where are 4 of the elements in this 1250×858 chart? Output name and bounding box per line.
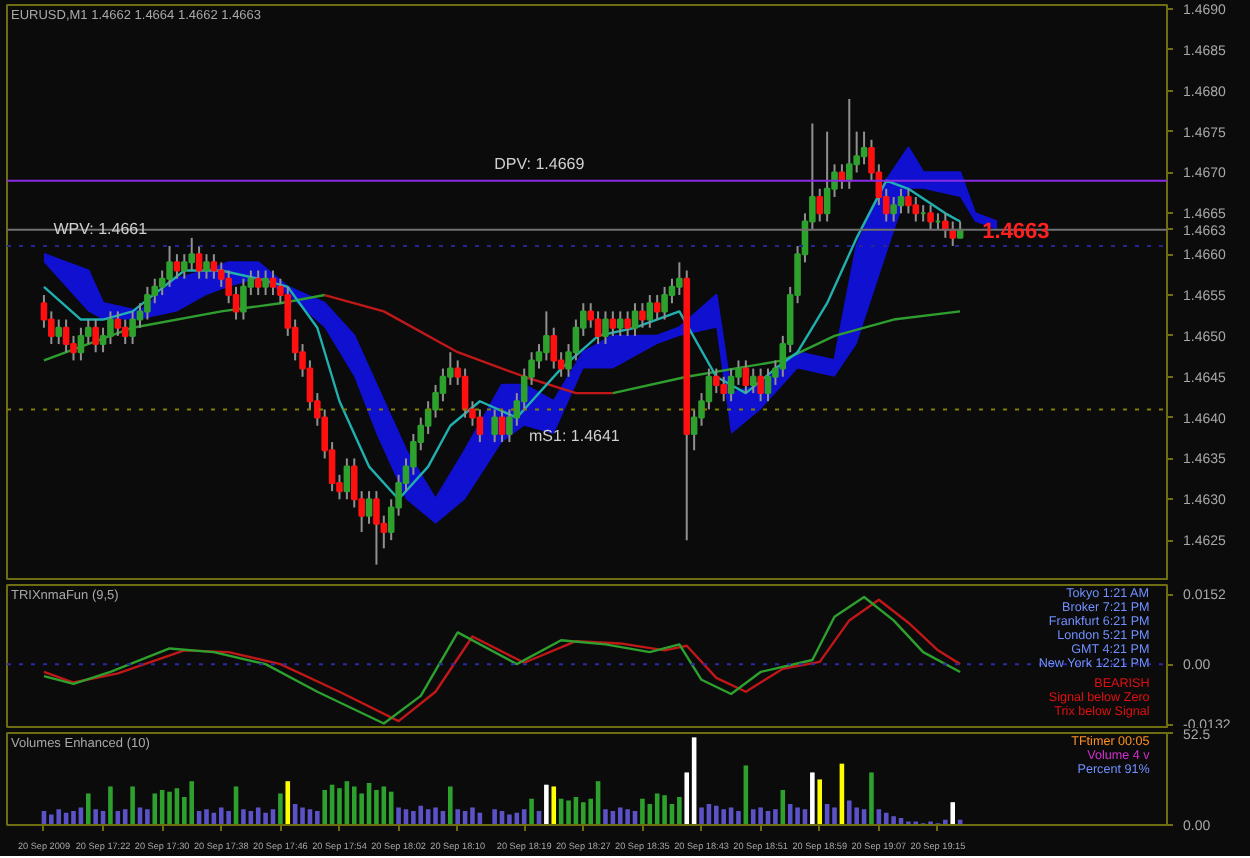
ref-line-label: DPV: 1.4669 — [494, 154, 586, 173]
ref-line-label: mS1: 1.4641 — [529, 427, 621, 446]
ref-line-label: WPV: 1.4661 — [53, 220, 149, 239]
annotation: 1.4663 — [982, 219, 1050, 244]
